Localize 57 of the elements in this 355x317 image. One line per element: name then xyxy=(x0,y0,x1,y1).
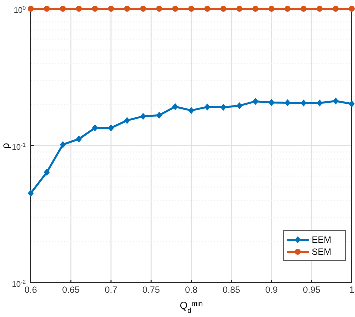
point xyxy=(172,6,178,12)
point xyxy=(140,6,146,12)
x-tick-label: 0.75 xyxy=(142,285,160,295)
x-tick-label: 0.65 xyxy=(62,285,80,295)
point xyxy=(28,190,34,198)
point xyxy=(332,98,339,105)
point xyxy=(76,6,82,12)
point xyxy=(188,6,194,12)
point xyxy=(220,104,227,111)
point xyxy=(60,141,66,148)
point xyxy=(268,99,275,106)
point xyxy=(300,6,307,12)
point xyxy=(284,100,291,106)
point xyxy=(44,169,50,176)
point xyxy=(44,6,50,12)
y-tick-label: 10$^{0}$ xyxy=(14,6,26,15)
y-tick-label: 10$^{-1}$ xyxy=(12,143,26,152)
y-axis-title: ρ xyxy=(1,142,12,149)
point xyxy=(284,6,291,12)
x-tick-label: 0.85 xyxy=(222,285,240,295)
point xyxy=(349,6,355,12)
point xyxy=(108,124,114,132)
point xyxy=(252,6,259,12)
x-tick-label: 0.8 xyxy=(185,285,198,295)
legend-label: EEM xyxy=(312,235,332,245)
point xyxy=(188,107,194,114)
point xyxy=(92,124,98,132)
point xyxy=(28,6,34,12)
point xyxy=(60,6,66,12)
x-tick-label: 0.6 xyxy=(24,285,38,295)
point xyxy=(108,6,114,12)
point xyxy=(316,6,323,12)
point xyxy=(76,136,82,143)
point xyxy=(124,117,130,124)
legend-label: SEM xyxy=(312,247,332,257)
point xyxy=(156,112,162,119)
y-tick-label: 10$^{-2}$ xyxy=(12,280,26,289)
point xyxy=(156,6,162,12)
point xyxy=(332,6,339,12)
point xyxy=(92,6,98,12)
point xyxy=(220,6,227,12)
point xyxy=(349,100,355,108)
point xyxy=(140,113,146,120)
point xyxy=(268,6,275,12)
point xyxy=(124,6,130,12)
point xyxy=(172,103,178,110)
x-tick-label: 0.9 xyxy=(265,285,278,295)
x-tick-label: 1 xyxy=(349,285,355,295)
point xyxy=(236,6,243,12)
point xyxy=(316,100,323,107)
point xyxy=(300,100,307,107)
point xyxy=(204,6,211,12)
x-tick-label: 0.7 xyxy=(104,285,118,295)
x-tick-label: 0.95 xyxy=(303,285,321,295)
point xyxy=(204,104,211,111)
point xyxy=(236,102,243,110)
point xyxy=(252,98,259,106)
